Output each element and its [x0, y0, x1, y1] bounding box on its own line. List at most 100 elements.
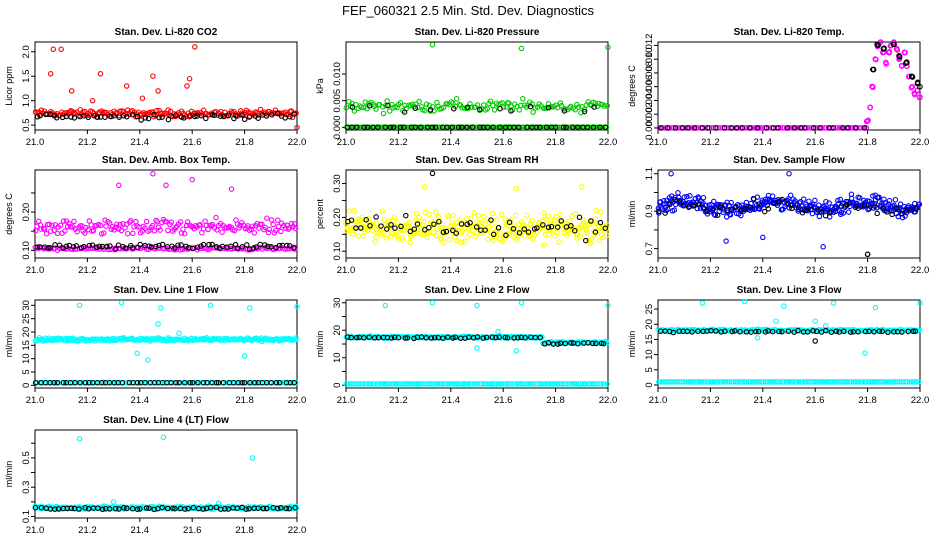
data-point: [872, 304, 879, 311]
data-point: [142, 115, 149, 121]
y-axis-label: percent: [315, 198, 325, 229]
data-point: [490, 231, 497, 238]
data-point: [156, 107, 162, 114]
x-tick-label: 21.0: [26, 265, 45, 276]
chart-title: Stan. Dev. Li-820 CO2: [115, 27, 218, 38]
data-point: [515, 233, 521, 239]
data-point: [97, 71, 104, 77]
data-point: [775, 125, 781, 131]
x-tick-label: 21.6: [494, 265, 513, 276]
data-point: [590, 124, 597, 131]
data-point: [265, 229, 272, 236]
data-point: [192, 44, 198, 50]
y-tick-label: 25: [644, 304, 655, 315]
data-point: [206, 241, 212, 248]
data-point: [520, 223, 526, 229]
y-tick-label: 0.30: [332, 174, 343, 193]
chart-panel-9: Stan. Dev. Line 3 Flow 21.0 21.2 21.4 21.6 21…: [627, 285, 929, 406]
data-point: [379, 208, 385, 214]
data-point: [217, 113, 224, 119]
x-tick-label: 21.6: [806, 395, 825, 406]
plot-frame: [34, 299, 298, 389]
plot-frame: [345, 41, 609, 131]
data-point: [436, 221, 443, 228]
data-point: [34, 244, 40, 250]
data-point: [473, 224, 480, 230]
data-point: [264, 215, 270, 221]
y-tick-label: 0.004: [644, 89, 655, 113]
data-point: [127, 218, 134, 224]
data-point: [445, 214, 452, 220]
data-point: [456, 101, 463, 108]
data-point: [781, 125, 787, 131]
data-point: [455, 124, 462, 131]
data-point: [540, 222, 546, 228]
data-point: [434, 226, 440, 233]
data-point: [487, 98, 494, 104]
data-point: [108, 113, 114, 120]
data-point: [874, 210, 880, 217]
data-point: [497, 105, 503, 112]
data-point: [448, 223, 454, 229]
chart-title: Stan. Dev. Sample Flow: [733, 155, 845, 166]
data-point: [403, 212, 409, 219]
data-point: [241, 116, 248, 123]
data-point: [433, 232, 439, 239]
data-point: [554, 224, 561, 230]
data-point: [416, 98, 422, 105]
data-point: [816, 213, 823, 220]
x-tick-label: 22.0: [288, 137, 307, 148]
data-point: [480, 213, 487, 220]
data-point: [137, 241, 143, 248]
data-point: [429, 170, 436, 177]
data-point: [32, 227, 39, 234]
data-point: [422, 107, 428, 114]
data-point: [575, 104, 582, 110]
data-point: [431, 221, 437, 227]
data-point: [89, 242, 96, 248]
data-point: [384, 98, 390, 104]
data-point: [440, 104, 447, 111]
data-point: [239, 112, 245, 118]
data-point: [151, 228, 158, 234]
data-point: [786, 170, 792, 177]
data-point: [71, 218, 77, 225]
data-point: [244, 242, 250, 248]
data-point: [343, 105, 350, 111]
data-point: [134, 113, 141, 120]
data-point: [394, 104, 400, 111]
data-point: [104, 243, 110, 250]
data-point: [156, 114, 162, 121]
data-point: [459, 124, 465, 131]
y-tick-label: 0.10: [332, 242, 343, 261]
data-point: [870, 66, 877, 73]
data-point: [593, 207, 599, 214]
data-point: [582, 237, 589, 244]
data-point: [276, 242, 283, 249]
data-point: [817, 125, 823, 131]
data-point: [346, 208, 353, 214]
data-point: [382, 302, 389, 309]
data-point: [76, 436, 83, 442]
data-point: [664, 125, 671, 131]
data-point: [150, 171, 156, 177]
y-tick-label: 0.012: [644, 34, 655, 58]
x-tick-label: 21.8: [858, 395, 877, 406]
data-point: [213, 214, 219, 221]
data-point: [763, 125, 770, 131]
data-point: [436, 218, 442, 225]
data-point: [265, 243, 271, 250]
data-point: [754, 125, 761, 131]
data-point: [588, 221, 595, 227]
data-point: [129, 111, 136, 118]
x-tick-label: 21.8: [235, 525, 254, 536]
data-point: [863, 118, 870, 125]
data-point: [812, 197, 818, 204]
data-point: [814, 125, 820, 131]
data-point: [228, 186, 235, 192]
data-points: [655, 170, 923, 258]
data-point: [466, 231, 473, 237]
data-point: [89, 97, 96, 104]
data-point: [399, 236, 406, 243]
data-point: [58, 46, 64, 53]
